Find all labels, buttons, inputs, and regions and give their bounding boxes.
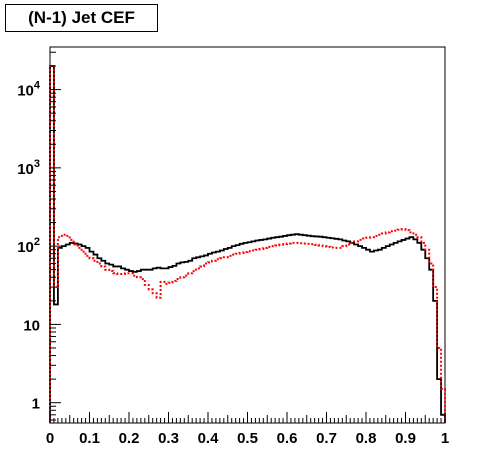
series-group (49, 65, 446, 423)
y-tick-label: 103 (17, 158, 40, 178)
x-tick-label: 0.9 (395, 430, 416, 447)
y-tick-base: 10 (17, 83, 34, 100)
y-tick-label: 102 (17, 236, 40, 256)
plot-frame (49, 46, 446, 424)
y-tick-base: 10 (17, 239, 34, 256)
y-tick-exponent: 3 (34, 158, 40, 170)
y-tick-exponent: 2 (34, 236, 40, 248)
x-tick-label: 0.1 (79, 430, 100, 447)
x-tick-label: 0.4 (198, 430, 220, 447)
chart-title: (N-1) Jet CEF (5, 4, 158, 32)
x-tick-label: 0 (46, 430, 54, 447)
series-line-1 (49, 65, 446, 423)
ticks-group: 0 0.1 0.2 0.3 0.4 0.5 0.6 0.7 0.8 0.9 111010210310… (17, 51, 449, 447)
y-tick-exponent: 4 (34, 80, 41, 92)
x-tick-label: 0.3 (158, 430, 179, 447)
y-tick-base: 10 (17, 161, 34, 178)
x-tick-label: 0.7 (316, 430, 337, 447)
y-tick-label: 10 (23, 317, 40, 334)
y-tick-label: 1 (32, 396, 40, 413)
y-tick-base: 1 (32, 396, 40, 413)
x-tick-label: 0.2 (119, 430, 140, 447)
x-tick-label: 0.6 (277, 430, 298, 447)
x-tick-label: 0.5 (237, 430, 258, 447)
series-line-2 (49, 65, 446, 423)
x-tick-label: 0.8 (356, 430, 377, 447)
x-tick-label: 1 (441, 430, 449, 447)
y-tick-base: 10 (23, 317, 40, 334)
y-tick-label: 104 (17, 80, 41, 100)
